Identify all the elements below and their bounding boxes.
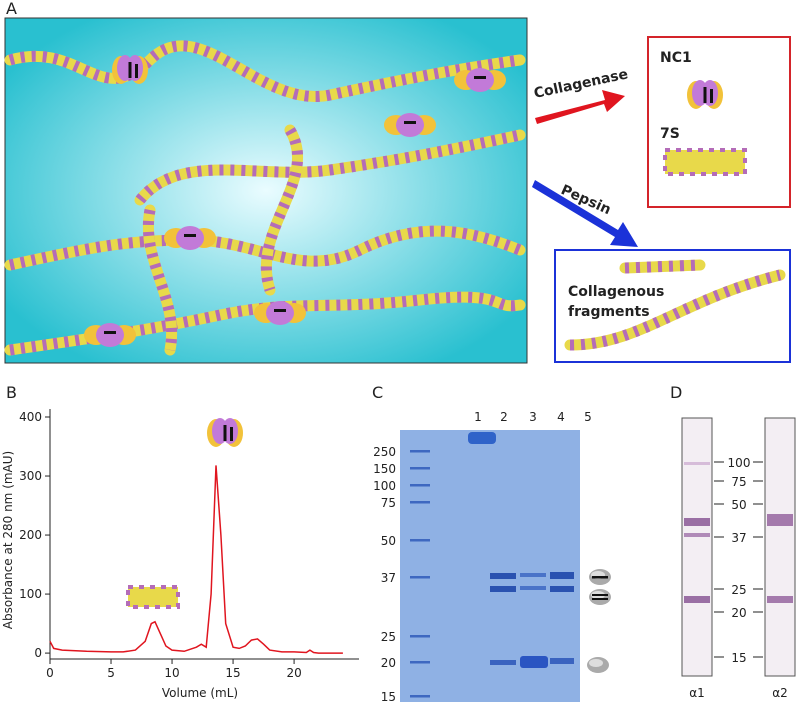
marker-band xyxy=(410,661,430,664)
x-tick-label: 20 xyxy=(286,666,301,680)
marker-label: 37 xyxy=(381,571,396,585)
y-tick-label: 100 xyxy=(19,587,42,601)
marker-label: 50 xyxy=(731,498,746,512)
x-tick-label: 10 xyxy=(164,666,179,680)
7s-icon xyxy=(126,585,180,609)
marker-label: 15 xyxy=(381,690,396,704)
7s-icon xyxy=(663,148,747,176)
blot-bands xyxy=(684,462,793,603)
pepsin-box xyxy=(554,249,791,363)
marker-label: 150 xyxy=(373,462,396,476)
y-tick-label: 300 xyxy=(19,469,42,483)
product-label: 7S xyxy=(660,126,680,142)
marker-label: 25 xyxy=(381,630,396,644)
marker-band xyxy=(410,467,430,470)
y-tick-label: 200 xyxy=(19,528,42,542)
product-label: NC1 xyxy=(660,50,692,66)
x-tick-label: 0 xyxy=(46,666,54,680)
gel-bands xyxy=(468,432,574,668)
panel-label: B xyxy=(6,383,17,402)
marker-band xyxy=(410,501,430,504)
marker-label: 20 xyxy=(381,656,396,670)
y-tick-label: 0 xyxy=(34,646,42,660)
collagenase-box xyxy=(647,36,791,208)
marker-label: 100 xyxy=(728,456,751,470)
strip-label: α1 xyxy=(689,686,705,700)
x-tick-label: 15 xyxy=(225,666,240,680)
marker-label: 75 xyxy=(381,496,396,510)
lane-label: 1 xyxy=(474,410,482,424)
collagenase-arrow xyxy=(535,90,625,124)
7s-icon xyxy=(665,150,745,174)
blot-strip xyxy=(764,417,796,677)
pepsin-arrow xyxy=(532,180,638,247)
panel-label: A xyxy=(6,0,17,18)
marker-label: 50 xyxy=(381,534,396,548)
y-tick-label: 400 xyxy=(19,410,42,424)
chromatogram-line xyxy=(49,465,343,654)
marker-band xyxy=(410,450,430,453)
marker-label: 25 xyxy=(731,583,746,597)
marker-band xyxy=(410,635,430,638)
y-axis-label: Absorbance at 280 nm (mAU) xyxy=(1,451,15,629)
marker-label: 15 xyxy=(731,651,746,665)
product-label: Collagenous xyxy=(568,284,664,300)
marker-label: 75 xyxy=(731,475,746,489)
lane-label: 5 xyxy=(584,410,592,424)
gel xyxy=(400,430,580,702)
7s-icon xyxy=(128,587,178,607)
marker-label: 250 xyxy=(373,445,396,459)
panel-label: C xyxy=(372,383,383,402)
marker-band xyxy=(410,695,430,698)
marker-band xyxy=(410,484,430,487)
blot-strip xyxy=(681,417,713,677)
strip-label: α2 xyxy=(772,686,788,700)
marker-band xyxy=(410,539,430,542)
marker-label: 100 xyxy=(373,479,396,493)
x-axis-label: Volume (mL) xyxy=(162,686,238,700)
product-label: fragments xyxy=(568,304,650,320)
x-tick-label: 5 xyxy=(107,666,115,680)
lane-label: 2 xyxy=(500,410,508,424)
marker-label: 20 xyxy=(731,606,746,620)
marker-label: 37 xyxy=(731,531,746,545)
lane-label: 4 xyxy=(557,410,565,424)
panel-label: D xyxy=(670,383,682,402)
marker-band xyxy=(410,576,430,579)
lane-label: 3 xyxy=(529,410,537,424)
